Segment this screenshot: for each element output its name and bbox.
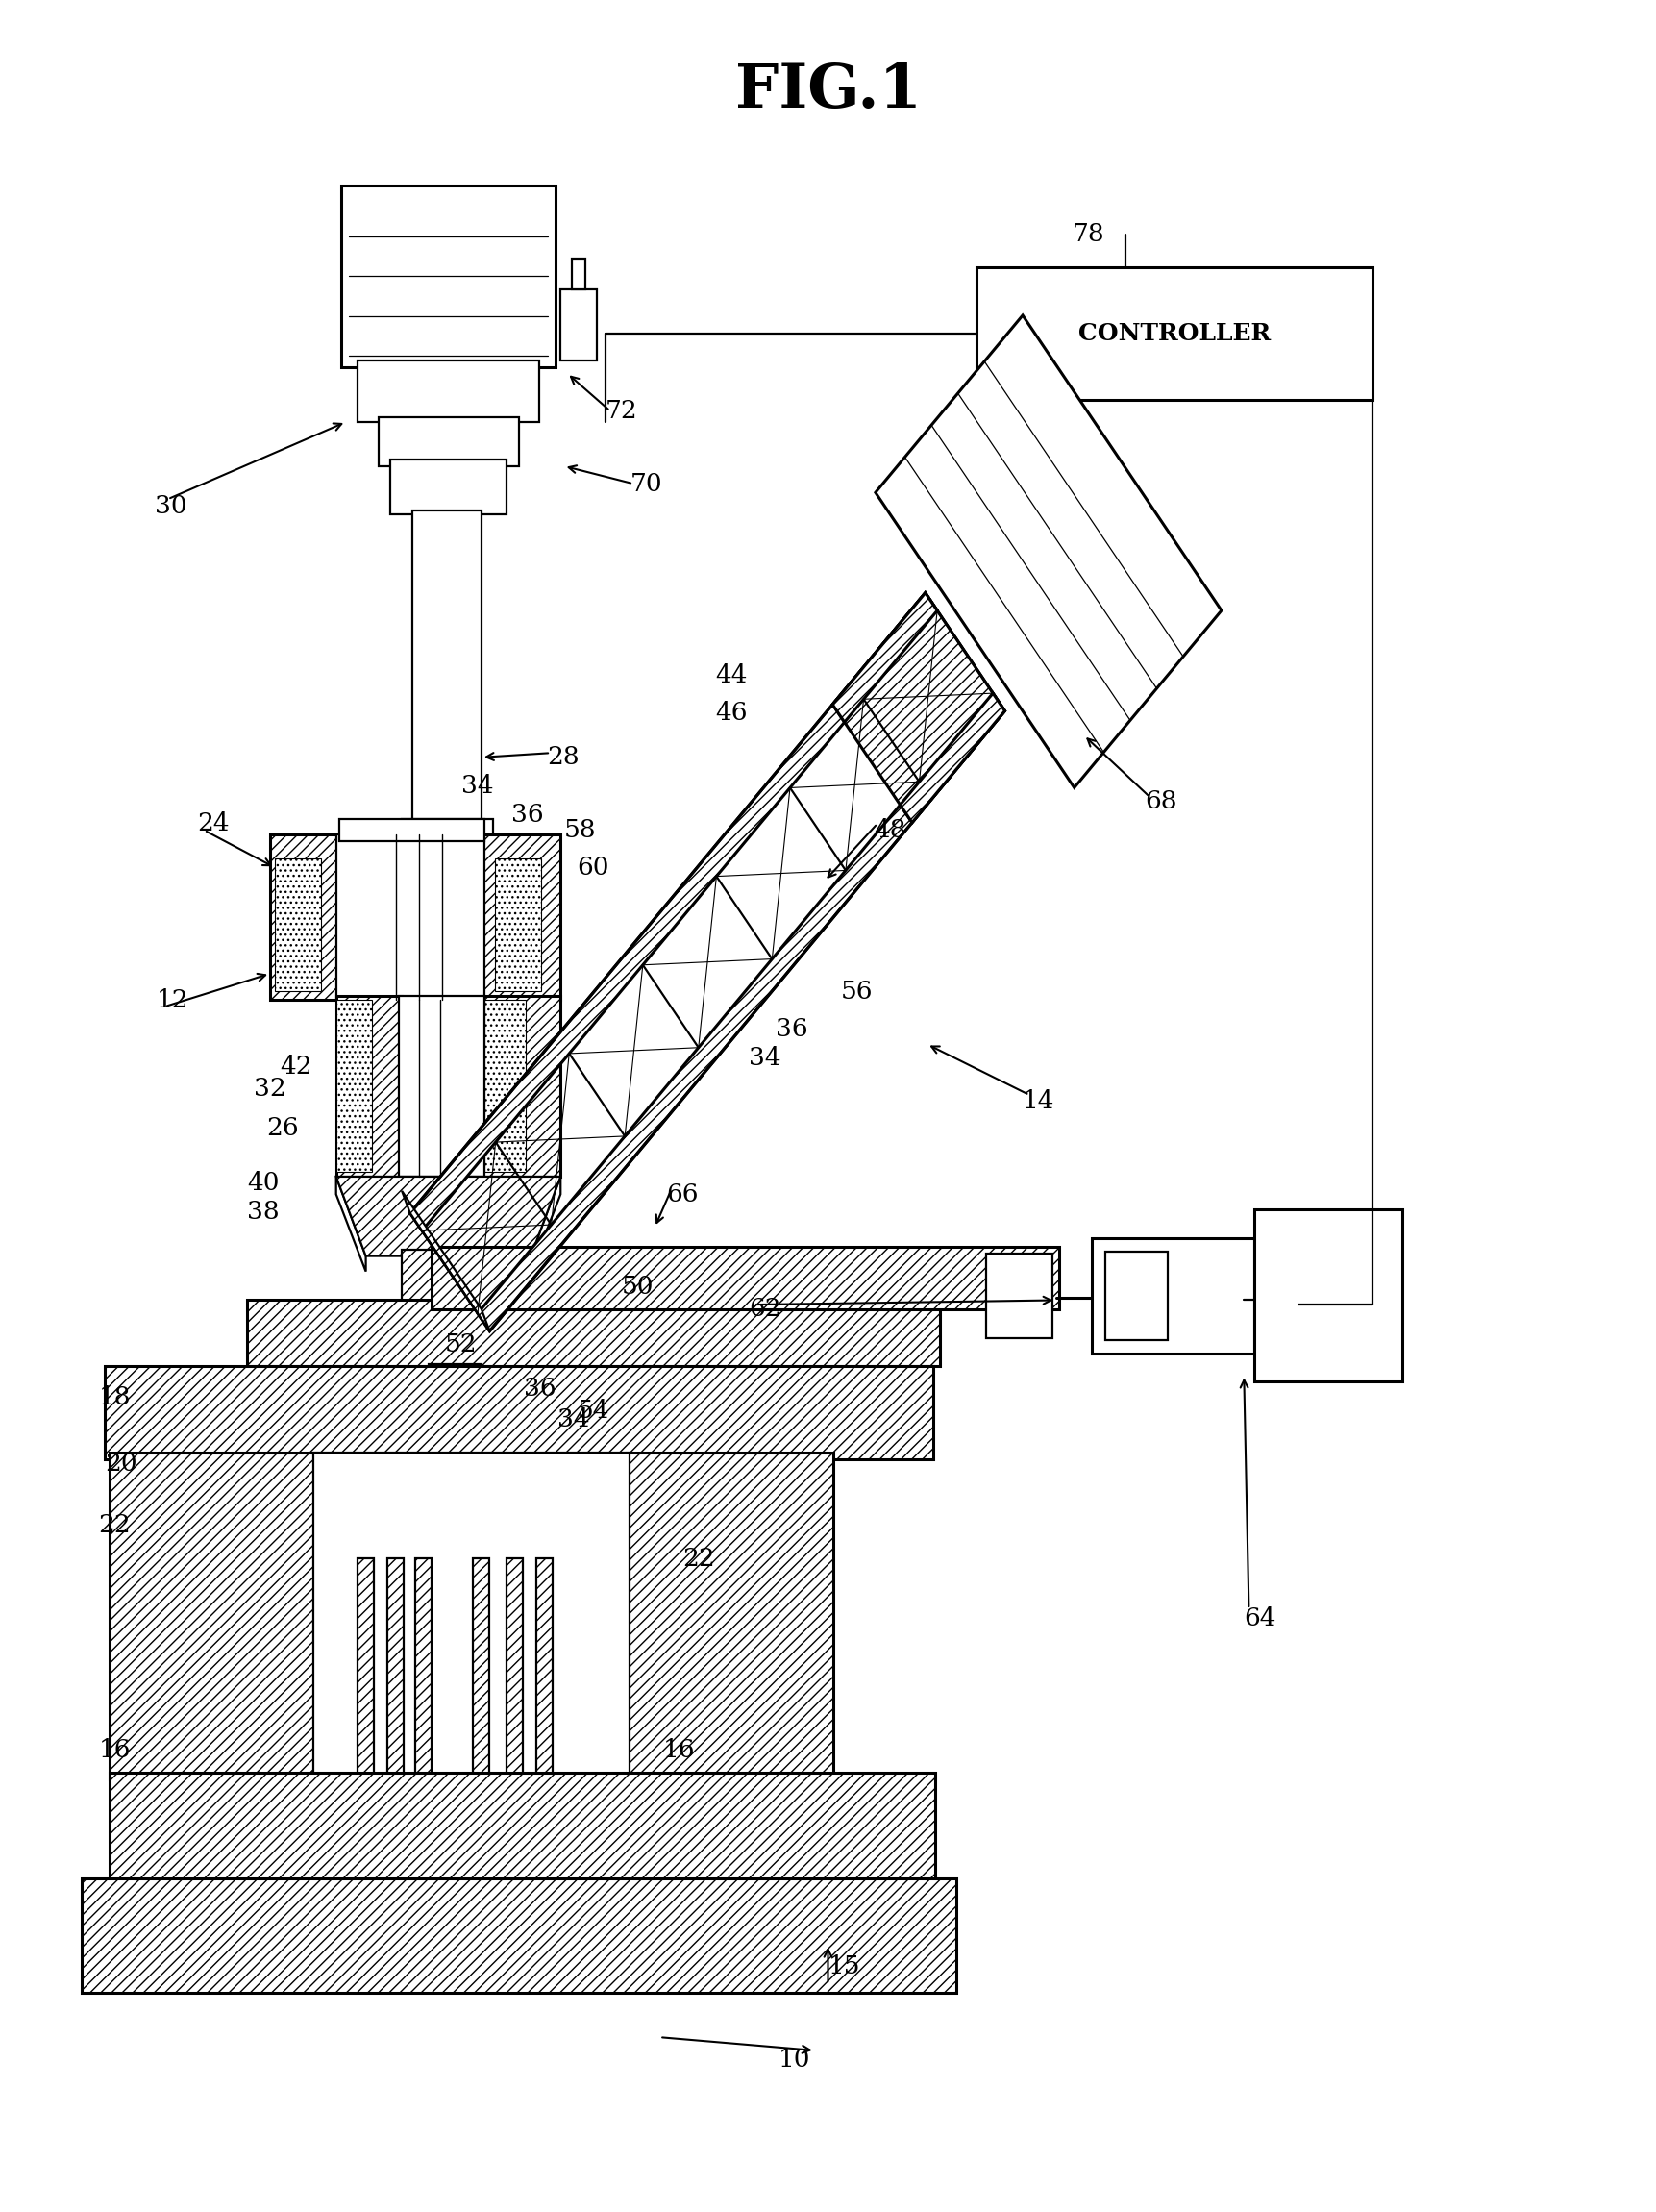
Text: 34: 34 xyxy=(558,1407,590,1431)
Bar xyxy=(429,1365,482,1427)
Bar xyxy=(412,511,482,845)
Bar xyxy=(495,858,542,991)
Text: 12: 12 xyxy=(156,989,189,1013)
Text: 36: 36 xyxy=(525,1376,556,1400)
Bar xyxy=(402,818,493,845)
Bar xyxy=(247,1301,941,1367)
Bar xyxy=(485,1000,527,1172)
Text: 52: 52 xyxy=(445,1332,477,1356)
Bar xyxy=(571,259,585,290)
Bar xyxy=(358,361,540,422)
Polygon shape xyxy=(402,1190,490,1332)
Bar xyxy=(336,834,485,1000)
Bar xyxy=(339,818,485,841)
Bar xyxy=(341,186,556,367)
Text: 40: 40 xyxy=(247,1170,280,1194)
Bar xyxy=(104,1367,934,1460)
Bar xyxy=(482,834,561,1000)
Bar xyxy=(388,1559,404,1778)
Polygon shape xyxy=(876,316,1222,787)
Text: 70: 70 xyxy=(629,471,662,495)
Text: 36: 36 xyxy=(775,1018,808,1042)
Text: 32: 32 xyxy=(253,1077,286,1099)
Text: 26: 26 xyxy=(267,1117,300,1139)
Bar xyxy=(977,268,1373,400)
Bar xyxy=(81,1878,957,1993)
Text: 66: 66 xyxy=(666,1181,699,1206)
Text: 54: 54 xyxy=(576,1398,609,1422)
Bar xyxy=(482,995,561,1177)
Text: FIG.1: FIG.1 xyxy=(735,62,921,119)
Bar xyxy=(987,1254,1053,1338)
Text: 15: 15 xyxy=(828,1955,859,1978)
Text: 42: 42 xyxy=(280,1055,313,1077)
Bar xyxy=(1105,1252,1167,1340)
Text: 46: 46 xyxy=(715,701,749,726)
Text: 68: 68 xyxy=(1144,790,1177,814)
Text: 34: 34 xyxy=(749,1046,782,1068)
Text: 10: 10 xyxy=(778,2048,811,2070)
Text: 22: 22 xyxy=(682,1546,715,1571)
Bar xyxy=(391,460,507,515)
Bar xyxy=(432,1248,1060,1310)
Text: 48: 48 xyxy=(874,818,906,843)
Bar xyxy=(379,418,520,467)
Bar xyxy=(507,1559,523,1778)
Text: 28: 28 xyxy=(548,745,580,770)
Text: 24: 24 xyxy=(197,812,230,836)
Text: CONTROLLER: CONTROLLER xyxy=(1078,323,1270,345)
Bar xyxy=(336,1000,373,1172)
Polygon shape xyxy=(833,593,937,721)
Text: 20: 20 xyxy=(104,1451,137,1475)
Bar xyxy=(336,995,402,1177)
Text: 56: 56 xyxy=(841,980,873,1004)
Text: 64: 64 xyxy=(1244,1606,1277,1630)
Polygon shape xyxy=(901,692,1005,823)
Bar xyxy=(313,1453,629,1778)
Text: 22: 22 xyxy=(98,1513,131,1537)
Bar xyxy=(416,1559,432,1778)
Polygon shape xyxy=(833,593,1005,823)
Bar xyxy=(626,1453,833,1778)
Text: 16: 16 xyxy=(98,1739,131,1763)
Text: 78: 78 xyxy=(1073,223,1105,246)
Polygon shape xyxy=(477,692,1005,1332)
Text: 44: 44 xyxy=(715,664,749,688)
Text: 62: 62 xyxy=(749,1296,782,1321)
Text: 60: 60 xyxy=(576,856,609,880)
Text: 30: 30 xyxy=(154,493,187,518)
Text: 34: 34 xyxy=(462,774,493,799)
Bar xyxy=(396,841,498,874)
Polygon shape xyxy=(336,1177,366,1272)
Polygon shape xyxy=(411,593,937,1230)
Text: 38: 38 xyxy=(247,1199,280,1223)
Bar xyxy=(270,834,339,1000)
Bar xyxy=(109,1772,936,1882)
Text: 50: 50 xyxy=(621,1274,654,1298)
Polygon shape xyxy=(532,1177,561,1272)
Bar xyxy=(109,1453,316,1778)
Bar xyxy=(275,858,321,991)
Text: 18: 18 xyxy=(98,1385,131,1409)
Polygon shape xyxy=(336,1177,561,1256)
Text: 36: 36 xyxy=(512,803,543,827)
Bar xyxy=(1254,1210,1403,1382)
Bar xyxy=(402,1250,502,1305)
Text: 72: 72 xyxy=(604,398,638,422)
Bar xyxy=(537,1559,553,1778)
Text: 16: 16 xyxy=(662,1739,696,1763)
Bar xyxy=(474,1559,490,1778)
Text: 14: 14 xyxy=(1023,1091,1055,1113)
Bar xyxy=(1091,1239,1254,1354)
Bar xyxy=(358,1559,374,1778)
Text: 58: 58 xyxy=(565,818,596,843)
Bar xyxy=(399,995,485,1177)
Bar xyxy=(561,290,596,361)
